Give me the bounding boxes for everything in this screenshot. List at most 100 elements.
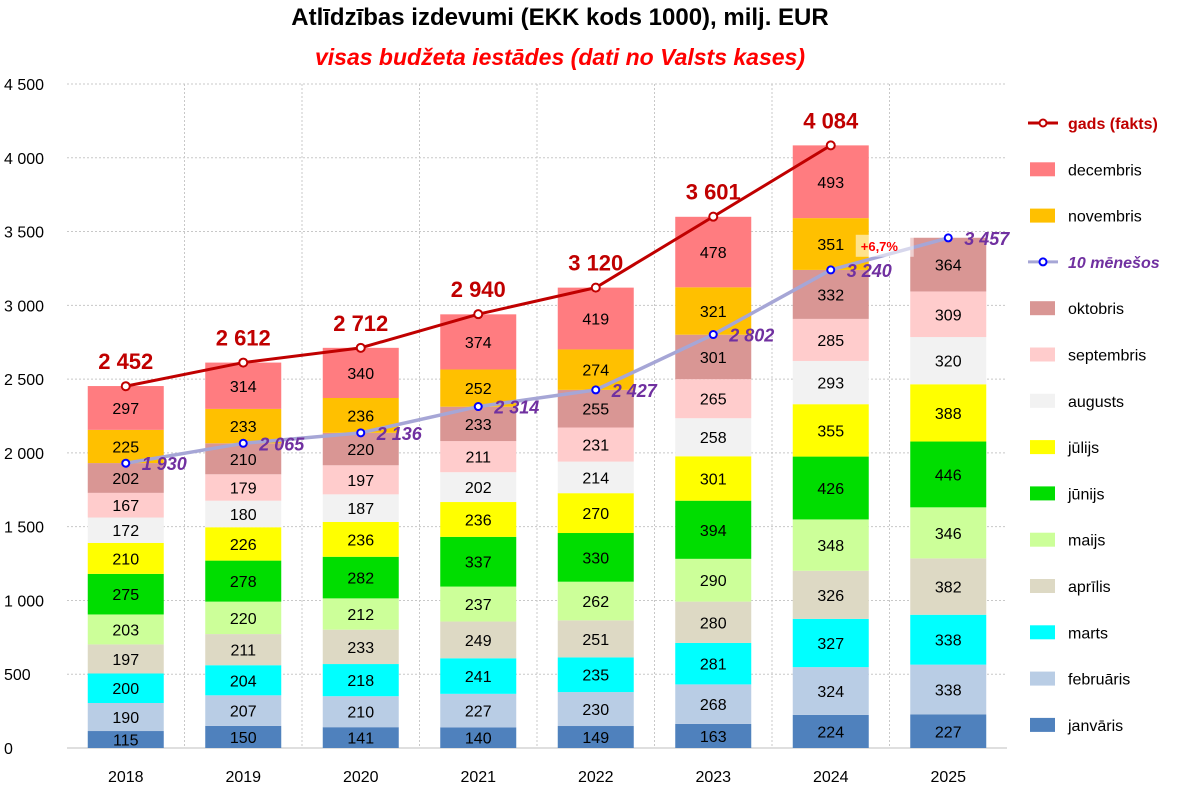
bar-value-label: 338 xyxy=(935,683,962,700)
bar-segment-jūlijs xyxy=(440,502,517,537)
x-tick-label: 2018 xyxy=(108,769,144,786)
bar-value-label: 340 xyxy=(347,366,374,383)
legend-swatch-septembris xyxy=(1030,347,1055,362)
line-marker xyxy=(356,428,366,438)
legend-marker xyxy=(1038,257,1048,267)
bar-segment-augusts xyxy=(910,337,987,385)
bar-value-label: 249 xyxy=(465,633,492,650)
line-value-label: 2 940 xyxy=(451,277,506,302)
bar-value-label: 268 xyxy=(700,697,727,714)
bar-value-label: 210 xyxy=(347,705,374,722)
bar-segment-maijs xyxy=(792,519,869,571)
x-tick-label: 2025 xyxy=(930,769,966,786)
legend-label: oktobris xyxy=(1068,301,1124,318)
bar-value-label: 258 xyxy=(700,430,727,447)
bar-segment-marts xyxy=(322,664,399,697)
bar-segment-augusts xyxy=(675,418,752,457)
bar-segment-augusts xyxy=(557,461,634,494)
bar-value-label: 235 xyxy=(582,668,609,685)
bar-segment-oktobris xyxy=(322,432,399,466)
bar-value-label: 320 xyxy=(935,354,962,371)
bar-value-label: 280 xyxy=(700,615,727,632)
bar-value-label: 149 xyxy=(582,730,609,747)
bar-segment-februāris xyxy=(322,696,399,728)
legend-label: marts xyxy=(1068,625,1108,642)
bar-segment-janvāris xyxy=(322,727,399,748)
bar-value-label: 324 xyxy=(817,684,844,701)
bar-segment-decembris xyxy=(675,216,752,288)
bar-value-label: 210 xyxy=(230,452,257,469)
change-annotation: +6,7% xyxy=(861,239,899,254)
bar-segment-februāris xyxy=(675,684,752,724)
x-tick-label: 2019 xyxy=(225,769,261,786)
bar-value-label: 282 xyxy=(347,571,374,588)
bar-segment-aprīlis xyxy=(87,644,164,674)
bar-value-label: 115 xyxy=(113,733,139,750)
bar-segment-augusts xyxy=(792,360,869,405)
bar-value-label: 327 xyxy=(817,636,844,653)
bar-value-label: 236 xyxy=(347,408,374,425)
annotation-bg xyxy=(855,234,914,257)
legend-label: gads (fakts) xyxy=(1068,116,1158,133)
bar-segment-jūnijs xyxy=(675,500,752,559)
bar-value-label: 210 xyxy=(112,551,139,568)
bar-segment-oktobris xyxy=(87,463,164,493)
bar-segment-jūlijs xyxy=(557,493,634,534)
bar-value-label: 270 xyxy=(582,506,609,523)
line-value-label: 3 240 xyxy=(847,261,892,281)
bar-segment-septembris xyxy=(440,441,517,473)
bar-segment-aprīlis xyxy=(440,621,517,659)
legend-swatch-oktobris xyxy=(1030,301,1055,316)
bar-segment-novembris xyxy=(675,287,752,335)
bar-segment-oktobris xyxy=(675,334,752,380)
bar-value-label: 388 xyxy=(935,406,962,423)
bar-value-label: 301 xyxy=(700,350,727,367)
x-tick-label: 2021 xyxy=(460,769,496,786)
line-series-10-menesos xyxy=(125,236,949,465)
bar-value-label: 202 xyxy=(465,480,492,497)
bar-segment-maijs xyxy=(205,601,282,635)
bar-segment-februāris xyxy=(557,692,634,727)
y-tick-label: 1 000 xyxy=(4,593,44,610)
line-marker xyxy=(238,357,249,368)
bar-segment-jūlijs xyxy=(910,384,987,442)
legend-swatch-februāris xyxy=(1030,671,1055,686)
bar-value-label: 233 xyxy=(465,417,492,434)
y-tick-label: 2 500 xyxy=(4,372,44,389)
bar-segment-marts xyxy=(205,665,282,696)
bar-segment-oktobris xyxy=(792,269,869,319)
bar-value-label: 419 xyxy=(582,312,609,329)
bar-value-label: 274 xyxy=(582,363,609,380)
bar-value-label: 212 xyxy=(347,607,374,624)
bar-segment-jūnijs xyxy=(792,456,869,520)
bar-value-label: 236 xyxy=(465,512,492,529)
bar-value-label: 355 xyxy=(817,423,844,440)
line-marker xyxy=(355,342,366,353)
bar-value-label: 281 xyxy=(700,657,727,674)
bar-segment-aprīlis xyxy=(322,629,399,665)
bar-segment-septembris xyxy=(792,318,869,361)
line-marker xyxy=(708,211,719,222)
legend-label: decembris xyxy=(1068,162,1142,179)
bar-segment-jūnijs xyxy=(205,560,282,602)
bar-segment-septembris xyxy=(205,474,282,501)
chart-title: Atlīdzības izdevumi (EKK kods 1000), mil… xyxy=(291,4,829,31)
bar-segment-septembris xyxy=(675,379,752,419)
bar-segment-decembris xyxy=(205,362,282,409)
bar-segment-augusts xyxy=(87,517,164,543)
bar-segment-decembris xyxy=(792,145,869,219)
bar-segment-decembris xyxy=(87,386,164,430)
bar-segment-jūnijs xyxy=(557,533,634,582)
x-tick-label: 2020 xyxy=(343,769,379,786)
line-marker xyxy=(943,233,953,243)
bar-value-label: 226 xyxy=(230,537,257,554)
legend-label: 10 mēnešos xyxy=(1068,255,1160,272)
bar-value-label: 326 xyxy=(817,588,844,605)
chart-subtitle: visas budžeta iestādes (dati no Valsts k… xyxy=(314,44,806,70)
bar-value-label: 172 xyxy=(112,523,139,540)
bar-segment-jūnijs xyxy=(322,556,399,599)
legend-swatch-novembris xyxy=(1030,208,1055,223)
y-tick-label: 3 500 xyxy=(4,225,44,242)
line-value-label: 2 427 xyxy=(611,381,658,401)
line-value-label: 2 712 xyxy=(333,311,388,336)
